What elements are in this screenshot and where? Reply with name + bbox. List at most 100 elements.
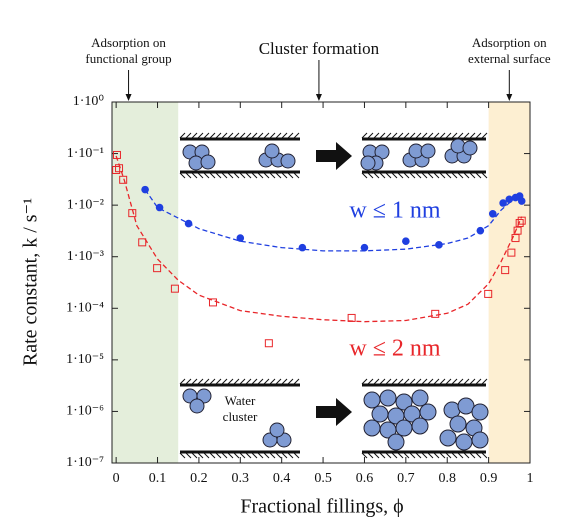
pore-hatch bbox=[379, 378, 386, 385]
pore-hatch bbox=[251, 452, 258, 459]
data-point bbox=[170, 284, 179, 293]
pore-hatch bbox=[475, 172, 482, 179]
pore-hatch bbox=[263, 378, 270, 385]
pore-hatch bbox=[233, 172, 240, 179]
pore-hatch bbox=[445, 378, 452, 385]
pore-hatch bbox=[287, 452, 294, 459]
pore-hatch bbox=[233, 452, 240, 459]
shaded-region bbox=[112, 102, 179, 463]
pore-hatch bbox=[245, 172, 252, 179]
pore-hatch bbox=[391, 132, 398, 139]
x-tick-label: 0.1 bbox=[149, 471, 167, 486]
pore-hatch bbox=[373, 378, 380, 385]
y-tick-label: 1·10⁻¹ bbox=[67, 146, 104, 161]
pore-hatch bbox=[415, 172, 422, 179]
process-arrow bbox=[316, 142, 352, 170]
pore-hatch bbox=[361, 132, 368, 139]
process-arrow bbox=[316, 398, 352, 426]
pore-hatch bbox=[475, 132, 482, 139]
pore-hatch bbox=[373, 132, 380, 139]
pore-hatch bbox=[481, 452, 488, 459]
pore-hatch bbox=[433, 172, 440, 179]
pore-hatch bbox=[391, 378, 398, 385]
pore-hatch bbox=[287, 172, 294, 179]
pore-hatch bbox=[179, 172, 186, 179]
pore-hatch bbox=[367, 172, 374, 179]
pore-hatch bbox=[215, 132, 222, 139]
data-point bbox=[515, 219, 524, 228]
annotation: Water bbox=[225, 393, 256, 408]
pore-hatch bbox=[397, 132, 404, 139]
pore-hatch bbox=[427, 132, 434, 139]
pore-hatch bbox=[209, 378, 216, 385]
pore-hatch bbox=[239, 452, 246, 459]
data-point bbox=[435, 241, 443, 249]
pore-hatch bbox=[463, 132, 470, 139]
x-tick-label: 0.9 bbox=[480, 471, 498, 486]
fit-curve bbox=[115, 155, 523, 323]
pore-hatch bbox=[409, 452, 416, 459]
data-point bbox=[112, 150, 121, 159]
shaded-region bbox=[488, 102, 530, 463]
molecule bbox=[462, 140, 478, 156]
pore-hatch bbox=[185, 452, 192, 459]
pore-hatch bbox=[385, 452, 392, 459]
pore-hatch bbox=[427, 172, 434, 179]
molecule bbox=[411, 389, 429, 407]
molecule bbox=[471, 431, 489, 449]
pore-hatch bbox=[475, 452, 482, 459]
data-point bbox=[484, 289, 493, 298]
molecule bbox=[420, 143, 436, 159]
pore-hatch bbox=[469, 378, 476, 385]
molecule bbox=[269, 422, 285, 438]
data-point bbox=[499, 199, 507, 207]
pore-hatch bbox=[203, 132, 210, 139]
data-point bbox=[119, 175, 128, 184]
pore-hatch bbox=[457, 452, 464, 459]
pore-hatch bbox=[439, 132, 446, 139]
pore-hatch bbox=[233, 132, 240, 139]
data-point bbox=[513, 226, 522, 235]
pore-hatch bbox=[445, 172, 452, 179]
molecule bbox=[363, 419, 381, 437]
pore-hatch bbox=[239, 172, 246, 179]
pore-hatch bbox=[451, 132, 458, 139]
molecule bbox=[455, 433, 473, 451]
pore-hatch bbox=[263, 132, 270, 139]
pore-hatch bbox=[445, 452, 452, 459]
data-point bbox=[507, 248, 516, 257]
pore-hatch bbox=[463, 378, 470, 385]
pore-hatch bbox=[269, 132, 276, 139]
pore-hatch bbox=[245, 452, 252, 459]
data-point bbox=[505, 195, 514, 204]
molecule bbox=[439, 429, 457, 447]
data-point bbox=[184, 219, 193, 228]
pore-hatch bbox=[391, 452, 398, 459]
series-label: w ≤ 1 nm bbox=[349, 198, 441, 224]
molecule bbox=[371, 405, 389, 423]
pore-hatch bbox=[185, 132, 192, 139]
y-tick-label: 1·10⁰ bbox=[73, 94, 105, 109]
pore-hatch bbox=[293, 172, 300, 179]
pore-hatch bbox=[209, 172, 216, 179]
pore-hatch bbox=[191, 378, 198, 385]
pore-hatch bbox=[469, 452, 476, 459]
pore-hatch bbox=[469, 132, 476, 139]
x-tick-label: 0.2 bbox=[190, 471, 208, 486]
pore-hatch bbox=[469, 172, 476, 179]
pore-hatch bbox=[445, 132, 452, 139]
pore-hatch bbox=[179, 132, 186, 139]
pore-hatch bbox=[245, 378, 252, 385]
y-tick-label: 1·10⁻⁵ bbox=[66, 352, 104, 367]
pore-hatch bbox=[463, 452, 470, 459]
pore-hatch bbox=[373, 452, 380, 459]
pore-hatch bbox=[257, 172, 264, 179]
data-point bbox=[153, 264, 162, 273]
pore-hatch bbox=[197, 378, 204, 385]
pore-hatch bbox=[439, 452, 446, 459]
pore-hatch bbox=[257, 132, 264, 139]
pore-hatch bbox=[281, 132, 288, 139]
x-tick-label: 0.8 bbox=[438, 471, 456, 486]
pore-hatch bbox=[203, 452, 210, 459]
pore-hatch bbox=[403, 452, 410, 459]
